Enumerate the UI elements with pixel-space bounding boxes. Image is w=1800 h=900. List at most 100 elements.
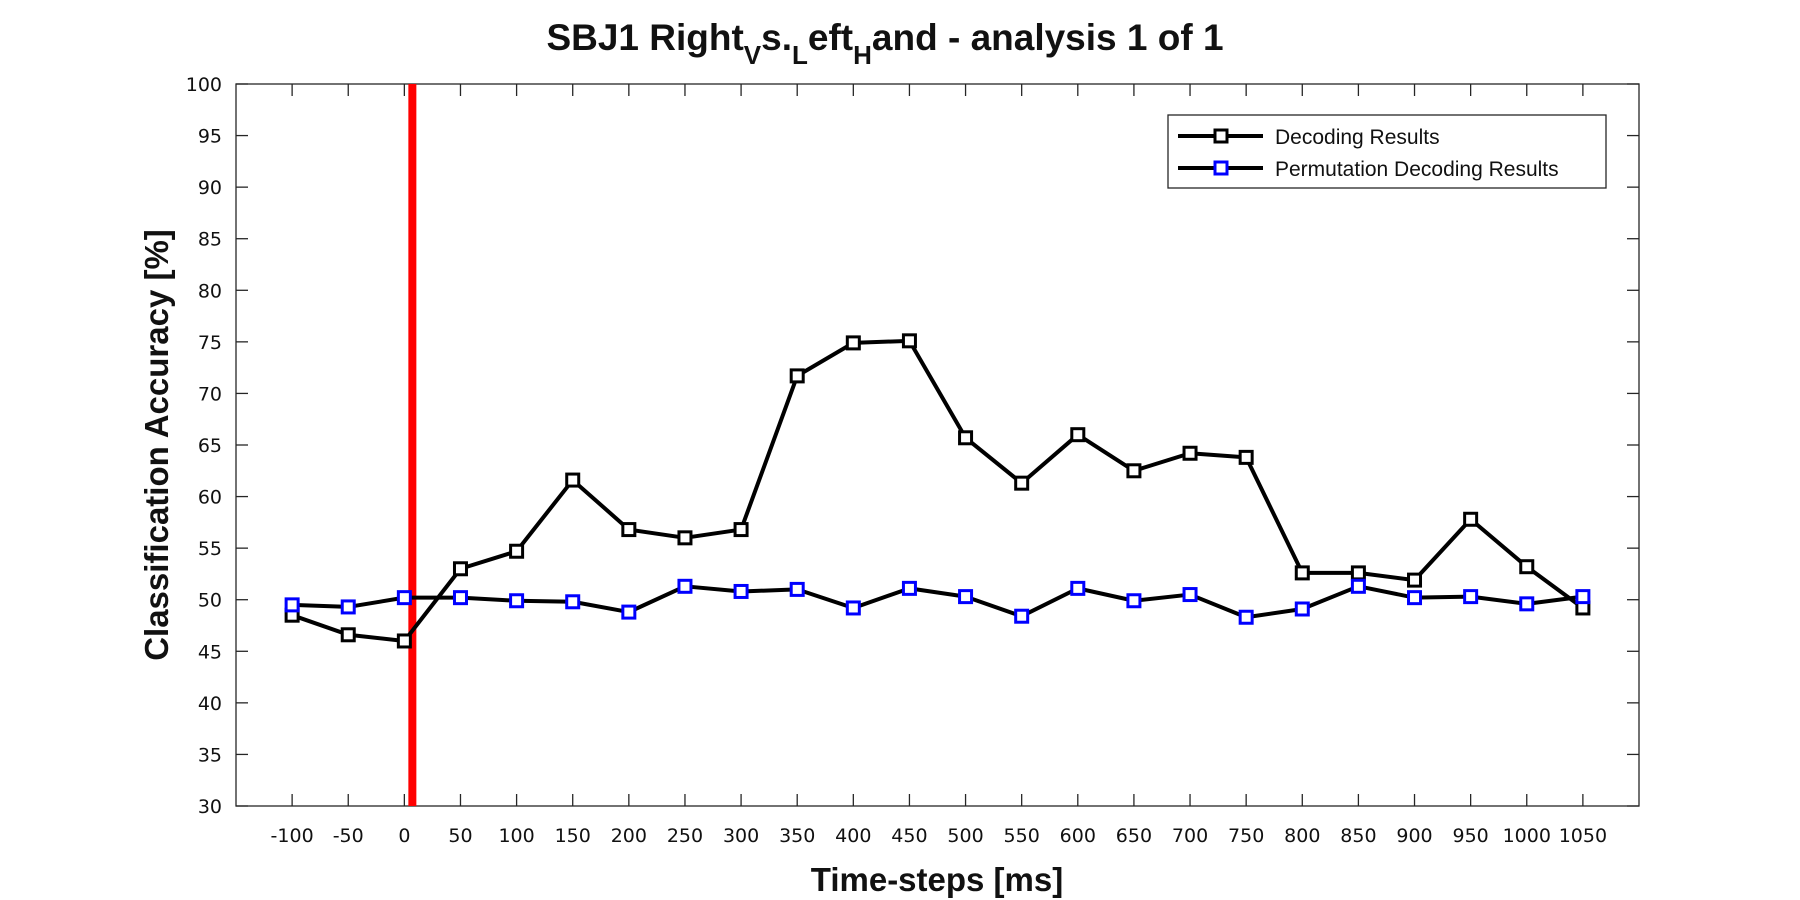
x-axis-label: Time-steps [ms] bbox=[811, 861, 1063, 898]
y-tick-label: 75 bbox=[198, 332, 222, 354]
x-tick-label: 0 bbox=[398, 825, 410, 847]
x-tick-label: 200 bbox=[611, 825, 647, 847]
x-tick-label: 300 bbox=[723, 825, 759, 847]
x-tick-label: 350 bbox=[779, 825, 815, 847]
legend-label-permutation: Permutation Decoding Results bbox=[1275, 158, 1559, 181]
series-line-0 bbox=[291, 338, 1585, 643]
series-line-1 bbox=[292, 584, 1584, 620]
chart-title: SBJ1 RightVs.LeftHand - analysis 1 of 1 bbox=[546, 17, 1223, 70]
data-point-0 bbox=[1182, 445, 1198, 461]
data-point-0 bbox=[1070, 427, 1086, 443]
data-point-0 bbox=[958, 430, 974, 446]
data-point-0 bbox=[621, 522, 637, 538]
title-mid-s: s. bbox=[761, 17, 792, 58]
data-point-1 bbox=[1407, 590, 1423, 606]
y-tick-label: 95 bbox=[198, 126, 222, 148]
x-tick-label: 50 bbox=[448, 825, 472, 847]
data-point-1 bbox=[284, 597, 300, 613]
data-point-1 bbox=[1463, 589, 1479, 605]
data-point-1 bbox=[845, 600, 861, 616]
title-main: SBJ1 Right bbox=[546, 17, 743, 58]
data-point-0 bbox=[396, 633, 412, 649]
data-point-1 bbox=[621, 604, 637, 620]
data-point-1 bbox=[1575, 589, 1591, 605]
data-point-1 bbox=[1182, 587, 1198, 603]
data-point-1 bbox=[1070, 580, 1086, 596]
y-tick-label: 85 bbox=[198, 229, 222, 251]
x-tick-label: -50 bbox=[333, 825, 364, 847]
title-sub-h: H bbox=[853, 40, 872, 70]
legend-label-decoding: Decoding Results bbox=[1275, 126, 1440, 149]
data-point-0 bbox=[1014, 475, 1030, 491]
x-axis-ticks: -100 -50 0 50 100 150 200 250 300 350 400 450 500 550… bbox=[271, 84, 1607, 847]
data-point-0 bbox=[1126, 463, 1142, 479]
data-point-0 bbox=[677, 530, 693, 546]
data-point-1 bbox=[396, 590, 412, 606]
title-tail: and - analysis 1 of 1 bbox=[872, 17, 1224, 58]
x-tick-label: 550 bbox=[1004, 825, 1040, 847]
y-tick-label: 60 bbox=[198, 487, 222, 509]
title-mid-eft: eft bbox=[808, 17, 853, 58]
data-point-1 bbox=[901, 580, 917, 596]
data-point-0 bbox=[733, 522, 749, 538]
data-point-0 bbox=[1294, 565, 1310, 581]
data-point-0 bbox=[565, 472, 581, 488]
data-point-0 bbox=[509, 543, 525, 559]
data-point-1 bbox=[565, 594, 581, 610]
y-tick-label: 30 bbox=[198, 796, 222, 818]
data-point-1 bbox=[1014, 608, 1030, 624]
x-tick-label: 600 bbox=[1060, 825, 1096, 847]
data-point-0 bbox=[1463, 511, 1479, 527]
title-sub-l: L bbox=[792, 40, 808, 70]
data-point-1 bbox=[1294, 601, 1310, 617]
data-point-1 bbox=[733, 583, 749, 599]
legend-box bbox=[1167, 114, 1607, 189]
x-tick-label: 650 bbox=[1116, 825, 1152, 847]
y-tick-label: 40 bbox=[198, 693, 222, 715]
y-tick-label: 80 bbox=[198, 280, 222, 302]
x-tick-label: 850 bbox=[1340, 825, 1376, 847]
data-point-0 bbox=[1238, 449, 1254, 465]
x-tick-label: 800 bbox=[1284, 825, 1320, 847]
plot-area bbox=[235, 83, 1640, 807]
y-tick-label: 65 bbox=[198, 435, 222, 457]
data-point-1 bbox=[677, 578, 693, 594]
data-point-1 bbox=[789, 581, 805, 597]
x-tick-label: 950 bbox=[1453, 825, 1489, 847]
y-axis-label: Classification Accuracy [%] bbox=[138, 229, 175, 661]
y-tick-label: 35 bbox=[198, 744, 222, 766]
data-point-1 bbox=[452, 590, 468, 606]
x-tick-label: 100 bbox=[498, 825, 534, 847]
data-point-0 bbox=[1407, 572, 1423, 588]
x-tick-label: 1050 bbox=[1559, 825, 1607, 847]
series-layer bbox=[284, 333, 1591, 649]
x-tick-label: 450 bbox=[891, 825, 927, 847]
data-point-1 bbox=[1238, 609, 1254, 625]
data-point-1 bbox=[958, 589, 974, 605]
title-sub-v: V bbox=[744, 40, 762, 70]
y-tick-label: 90 bbox=[198, 177, 222, 199]
y-axis-ticks: 30 35 40 45 50 55 60 65 70 75 80 85 90 95 100 bbox=[186, 74, 1639, 818]
x-tick-label: 1000 bbox=[1503, 825, 1551, 847]
x-tick-label: 900 bbox=[1396, 825, 1432, 847]
legend: Decoding Results Permutation Decoding Re… bbox=[1167, 114, 1607, 189]
data-point-1 bbox=[1519, 596, 1535, 612]
x-tick-label: -100 bbox=[271, 825, 314, 847]
data-point-1 bbox=[340, 599, 356, 615]
data-point-0 bbox=[340, 627, 356, 643]
data-point-1 bbox=[1126, 593, 1142, 609]
y-tick-label: 100 bbox=[186, 74, 222, 96]
data-point-0 bbox=[1350, 565, 1366, 581]
x-tick-label: 700 bbox=[1172, 825, 1208, 847]
legend-marker-permutation bbox=[1213, 160, 1229, 176]
data-point-0 bbox=[452, 561, 468, 577]
data-point-0 bbox=[845, 335, 861, 351]
x-tick-label: 750 bbox=[1228, 825, 1264, 847]
y-tick-label: 70 bbox=[198, 383, 222, 405]
y-tick-label: 50 bbox=[198, 590, 222, 612]
data-point-0 bbox=[901, 333, 917, 349]
y-tick-label: 45 bbox=[198, 641, 222, 663]
x-tick-label: 150 bbox=[555, 825, 591, 847]
x-tick-label: 500 bbox=[947, 825, 983, 847]
